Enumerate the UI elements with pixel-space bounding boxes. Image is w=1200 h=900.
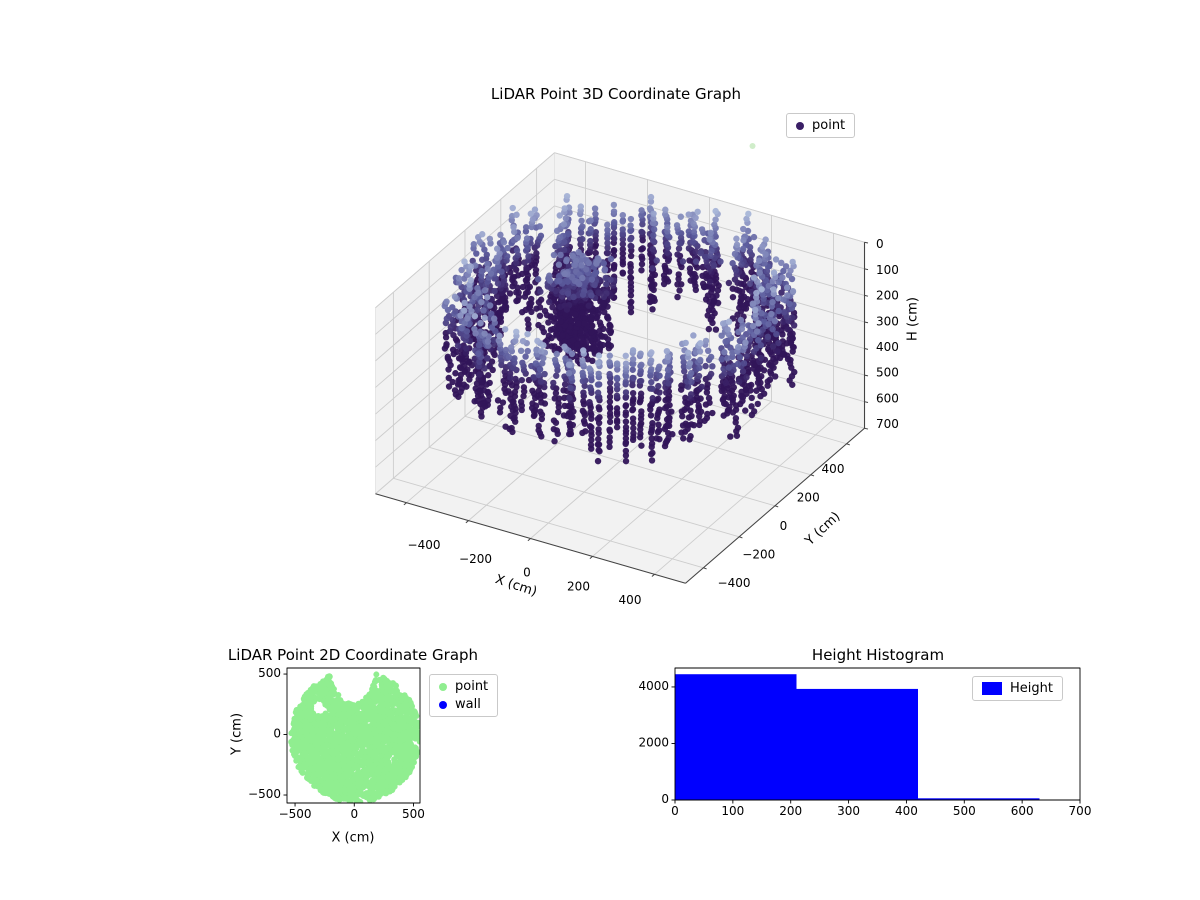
chart3d-zaxis-label: H (cm) (905, 297, 921, 341)
point-marker-3d-icon (796, 121, 804, 130)
point-marker-2d-icon (439, 682, 447, 691)
chart3d-legend-label: point (812, 118, 846, 133)
chart3d-title: LiDAR Point 3D Coordinate Graph (490, 85, 742, 103)
chart2d-title: LiDAR Point 2D Coordinate Graph (227, 646, 479, 664)
chart2d-legend-label-point: point (455, 679, 489, 694)
histogram-legend: Height (972, 676, 1063, 701)
chart2d-yaxis-label: Y (cm) (229, 712, 245, 756)
chart3d-legend: point (786, 113, 856, 138)
chart2d-legend-entry-wall: wall (439, 697, 488, 712)
chart2d-legend-label-wall: wall (455, 697, 481, 712)
height-swatch-icon (982, 682, 1002, 695)
histogram-title: Height Histogram (811, 646, 945, 664)
histogram-legend-entry-height: Height (982, 681, 1053, 696)
chart2d-legend: point wall (429, 674, 499, 717)
histogram-legend-label: Height (1010, 681, 1053, 696)
wall-marker-2d-icon (439, 700, 447, 709)
chart3d-legend-entry-point: point (796, 118, 845, 133)
chart2d-xaxis-label: X (cm) (331, 830, 375, 846)
chart2d-legend-entry-point: point (439, 679, 488, 694)
